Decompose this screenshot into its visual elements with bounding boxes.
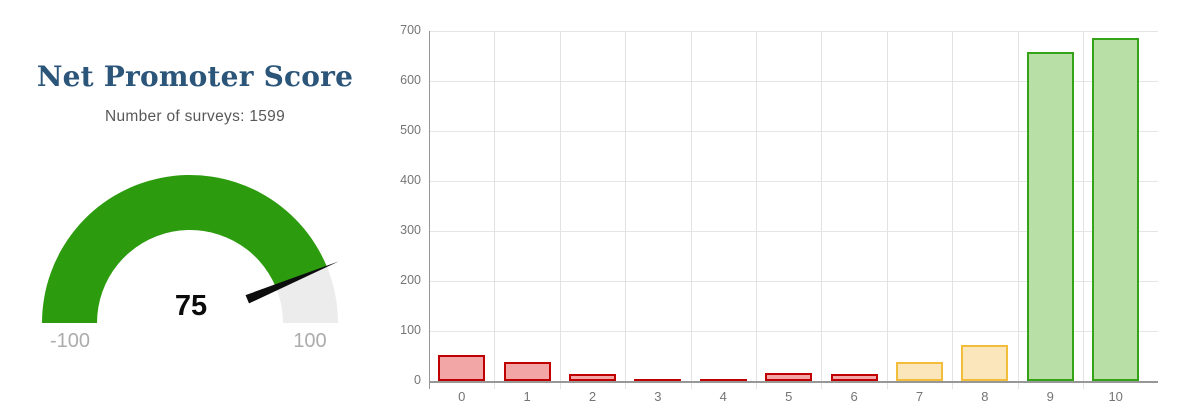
gauge-min-label: -100 [49, 330, 91, 352]
bar-score-1[interactable] [503, 362, 551, 381]
y-axis-tick-label: 700 [400, 23, 421, 37]
y-axis-tick-label: 100 [400, 323, 421, 337]
survey-count-label: Number of surveys: 1599 [104, 108, 286, 126]
bar-score-0[interactable] [438, 355, 486, 381]
x-axis-tick-label: 5 [785, 389, 793, 404]
y-gridline [429, 231, 1158, 232]
x-axis-tick-label: 6 [850, 389, 858, 404]
y-gridline [429, 81, 1158, 82]
x-gridline [559, 31, 561, 389]
y-axis-line [429, 31, 430, 389]
y-gridline [429, 331, 1158, 332]
x-gridline [1017, 31, 1019, 389]
y-gridline [429, 131, 1158, 132]
y-axis-tick-label: 300 [400, 223, 421, 237]
x-gridline [690, 31, 692, 389]
bar-score-6[interactable] [830, 373, 878, 381]
x-axis-tick-label: 7 [915, 389, 924, 404]
x-axis-tick-label: 8 [981, 389, 989, 404]
x-gridline [625, 31, 627, 389]
y-axis-tick-label: 600 [400, 73, 421, 87]
x-axis-tick-label: 2 [588, 389, 597, 404]
y-axis-tick-label: 400 [400, 173, 421, 187]
gauge-max-label: 100 [293, 330, 327, 352]
x-gridline [494, 31, 496, 389]
gauge-track-arc [275, 266, 338, 323]
x-axis-tick-label: 4 [719, 389, 727, 404]
bar-score-9[interactable] [1026, 52, 1074, 381]
y-gridline [429, 181, 1158, 182]
x-axis-tick-label: 9 [1046, 389, 1054, 404]
x-gridline [821, 31, 823, 389]
nps-gauge-panel: Net Promoter Score Number of surveys: 15… [0, 0, 390, 418]
nps-distribution-chart: 0 100 200 300 400 500 600 700 0 1 2 3 4 5 6 7 8 9 10 [390, 0, 1180, 418]
y-axis-tick-label: 0 [414, 373, 421, 387]
y-gridline [429, 31, 1158, 32]
gauge-value-text: 75 [175, 290, 207, 322]
bar-score-2[interactable] [569, 373, 616, 381]
y-axis-tick-label: 200 [400, 273, 421, 287]
gauge-value-arc [42, 175, 327, 323]
x-gridline [886, 31, 888, 389]
page-title: Net Promoter Score [36, 60, 354, 93]
gauge-axis-labels: -100 100 [0, 330, 390, 354]
y-axis-tick-label: 500 [400, 123, 421, 137]
x-axis-tick-label: 10 [1108, 389, 1123, 404]
x-axis-tick-label: 3 [654, 389, 662, 404]
bar-score-5[interactable] [765, 372, 813, 381]
nps-gauge: 75 [42, 175, 339, 323]
y-gridline [429, 281, 1158, 282]
x-axis-tick-label: 0 [458, 389, 466, 404]
x-gridline [952, 31, 954, 389]
x-axis-tick-label: 1 [523, 389, 531, 404]
x-axis-line [429, 381, 1158, 383]
bar-score-8[interactable] [961, 344, 1009, 381]
gauge-needle-icon [245, 261, 339, 304]
x-gridline [756, 31, 757, 389]
bar-score-7[interactable] [896, 362, 943, 381]
bar-score-10[interactable] [1092, 37, 1140, 381]
x-gridline [1083, 31, 1084, 389]
nps-distribution-panel: 0 100 200 300 400 500 600 700 0 1 2 3 4 5 6 7 8 9 10 [390, 0, 1180, 418]
